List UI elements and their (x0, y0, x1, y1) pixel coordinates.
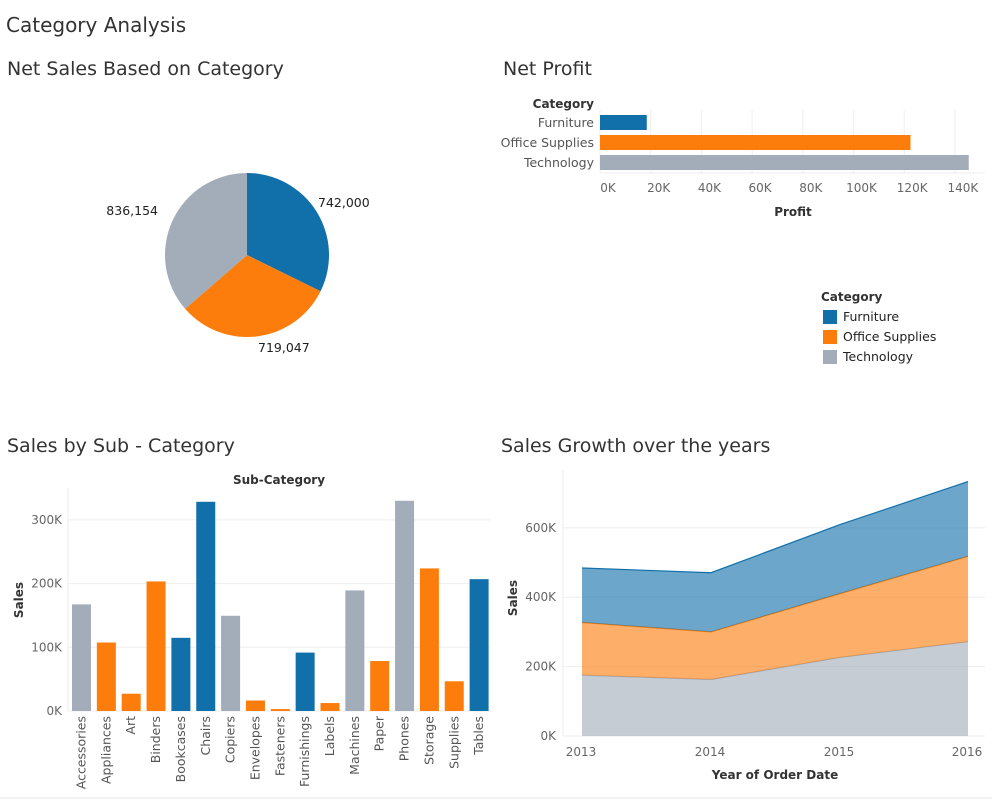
x-tick-label: 0K (600, 181, 617, 195)
bar-furnishings[interactable] (295, 652, 315, 711)
y-axis-title: Sales (506, 580, 520, 616)
subcategory-title: Sales by Sub - Category (7, 435, 235, 457)
x-tick-label: Supplies (446, 716, 461, 769)
bar-tables[interactable] (469, 579, 489, 711)
pie-slice-office-supplies[interactable] (185, 255, 321, 338)
pie-slice-furniture[interactable] (247, 173, 330, 292)
bar-appliances[interactable] (96, 642, 116, 711)
x-tick-label: 2015 (824, 745, 855, 759)
x-axis-title: Profit (774, 205, 812, 219)
bar-supplies[interactable] (444, 681, 464, 711)
pie-label: 719,047 (258, 340, 310, 355)
x-tick-label: Bookcases (173, 716, 188, 782)
category-legend: Category Furniture Office Supplies Technolo… (821, 290, 936, 364)
x-tick-label: Chairs (198, 716, 213, 755)
net-profit-chart: 0K 20K 40K 60K 80K 100K 120K 140K Category Furnit… (501, 97, 985, 219)
bar-art[interactable] (121, 693, 141, 711)
x-tick-label: Machines (347, 716, 362, 775)
x-tick-label: 80K (799, 181, 823, 195)
y-tick-label: 300K (31, 513, 63, 527)
y-tick-label: 0K (540, 729, 557, 743)
y-tick-label: 600K (525, 521, 557, 535)
x-tick-label: Binders (148, 716, 163, 763)
bar-paper[interactable] (370, 661, 390, 711)
sales-growth-title: Sales Growth over the years (501, 435, 770, 457)
bar-copiers[interactable] (221, 615, 241, 711)
x-tick-label: 100K (846, 181, 878, 195)
x-tick-label: 40K (698, 181, 722, 195)
bar-labels[interactable] (320, 703, 340, 711)
x-tick-label: 60K (749, 181, 773, 195)
pie-label: 742,000 (318, 195, 370, 210)
bar-envelopes[interactable] (245, 700, 265, 711)
category-label: Technology (523, 155, 595, 170)
bar-phones[interactable] (395, 500, 415, 711)
x-tick-label: 2016 (952, 745, 983, 759)
x-tick-label: 120K (897, 181, 929, 195)
y-axis-title: Sales (12, 582, 26, 618)
x-tick-label: Storage (421, 716, 436, 765)
x-tick-label: Fasteners (272, 716, 287, 776)
bar-fasteners[interactable] (270, 709, 290, 711)
category-header: Category (533, 97, 595, 111)
bar-technology[interactable] (600, 155, 969, 170)
legend-swatch[interactable] (823, 310, 837, 324)
x-tick-label: Labels (322, 716, 337, 756)
x-tick-label: Tables (471, 716, 486, 756)
bar-chairs[interactable] (196, 501, 216, 711)
bar-office-supplies[interactable] (600, 135, 911, 150)
net-profit-title: Net Profit (503, 58, 592, 80)
sales-growth-chart: 0K 200K 400K 600K Sales 2013 2014 2015 2016 Year … (506, 470, 985, 782)
bar-machines[interactable] (345, 590, 365, 711)
y-tick-label: 200K (31, 577, 63, 591)
y-tick-label: 100K (31, 640, 63, 654)
pie-chart: 742,000 719,047 836,154 (106, 173, 370, 355)
bar-furniture[interactable] (600, 115, 647, 130)
area-edge (581, 481, 969, 574)
legend-item: Technology (842, 349, 914, 364)
x-tick-label: 2013 (566, 745, 597, 759)
subcategory-chart: 0K 100K 200K 300K Sub-Category Sales Accessori… (12, 473, 490, 789)
x-tick-label: Envelopes (247, 716, 262, 780)
x-tick-label: Accessories (74, 716, 89, 789)
area-technology[interactable] (582, 641, 968, 736)
legend-title: Category (821, 290, 883, 304)
area-furniture[interactable] (582, 481, 968, 632)
category-label: Office Supplies (501, 135, 594, 150)
x-tick-label: 20K (647, 181, 671, 195)
legend-swatch[interactable] (823, 350, 837, 364)
category-label: Furniture (538, 115, 594, 130)
pie-label: 836,154 (106, 203, 158, 218)
dashboard-title: Category Analysis (6, 13, 186, 37)
x-tick-label: 2014 (695, 745, 726, 759)
pie-slice-technology[interactable] (164, 173, 247, 309)
y-tick-label: 200K (525, 660, 557, 674)
bar-binders[interactable] (146, 581, 166, 711)
area-office-supplies[interactable] (582, 556, 968, 680)
legend-item: Furniture (843, 309, 899, 324)
subcategory-header: Sub-Category (233, 473, 325, 487)
x-tick-label: Appliances (98, 716, 113, 784)
legend-swatch[interactable] (823, 330, 837, 344)
bar-storage[interactable] (419, 568, 439, 711)
pie-title: Net Sales Based on Category (7, 58, 284, 80)
y-tick-label: 400K (525, 590, 557, 604)
x-tick-label: Paper (372, 715, 387, 751)
x-tick-label: Art (123, 716, 138, 735)
bar-bookcases[interactable] (171, 637, 191, 711)
x-tick-label: 140K (948, 181, 980, 195)
x-tick-label: Phones (397, 716, 412, 761)
x-tick-label: Furnishings (297, 716, 312, 787)
x-axis-title: Year of Order Date (711, 768, 838, 782)
bar-accessories[interactable] (72, 604, 91, 711)
y-tick-label: 0K (46, 704, 63, 718)
legend-item: Office Supplies (843, 329, 936, 344)
x-tick-label: Copiers (223, 716, 238, 763)
